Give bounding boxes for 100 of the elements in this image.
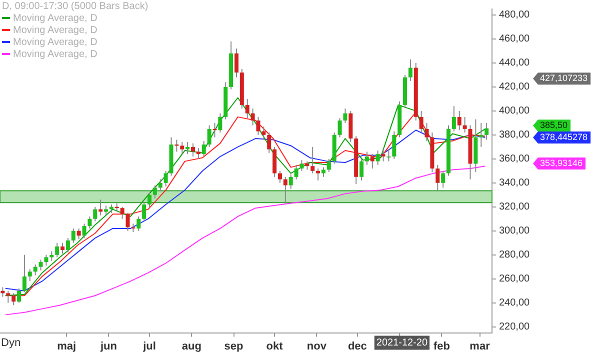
candlestick — [158, 178, 162, 192]
x-tick-label: mar — [470, 340, 491, 352]
candlestick — [71, 228, 76, 244]
candlestick — [44, 254, 48, 266]
text: 2021-12-20 — [376, 338, 428, 349]
text: 353,93146 — [540, 158, 583, 168]
legend-label: Moving Average, D — [12, 25, 98, 37]
y-tick-label: 220,00 — [499, 322, 530, 333]
y-tick-label: 460,00 — [499, 34, 530, 45]
x-tick-label: sep — [224, 340, 244, 352]
candlestick — [17, 288, 22, 304]
candlestick — [370, 154, 374, 169]
candlestick — [408, 58, 412, 82]
candlestick — [381, 148, 386, 162]
x-tick-label: aug — [182, 340, 202, 352]
candlestick — [38, 259, 43, 271]
candlestick — [28, 268, 32, 282]
candlestick — [278, 170, 282, 184]
candlestick — [60, 242, 65, 254]
x-tick-label: feb — [433, 340, 450, 352]
y-tick-label: 240,00 — [499, 298, 530, 309]
candlestick — [88, 216, 92, 229]
x-tick-label: okt — [266, 340, 284, 352]
x-tick-label: nov — [306, 340, 328, 352]
candlestick — [136, 216, 141, 232]
legend-label: Moving Average, D — [12, 37, 98, 49]
candlestick — [452, 106, 456, 132]
candlestick — [164, 170, 168, 187]
candlestick — [82, 223, 86, 239]
candlestick — [126, 212, 130, 232]
candlestick — [360, 158, 364, 181]
legend-label: Moving Average, D — [12, 49, 98, 61]
text: Dyn — [1, 336, 21, 349]
candlestick — [326, 158, 331, 173]
candlestick — [148, 192, 152, 208]
candlestick — [6, 290, 10, 304]
y-tick-label: 320,00 — [499, 202, 530, 213]
y-tick-label: 340,00 — [499, 178, 530, 189]
candlestick — [419, 110, 424, 134]
x-tick-label: dec — [348, 340, 367, 352]
candlestick — [288, 174, 293, 190]
legend-label: Moving Average, D — [12, 13, 98, 25]
candlestick — [424, 122, 429, 142]
candlestick — [245, 98, 250, 119]
text: 378,445278 — [540, 132, 588, 142]
x-tick-label: jun — [99, 340, 118, 352]
candlestick — [218, 112, 222, 134]
candlestick — [55, 242, 60, 258]
candlestick — [300, 160, 304, 172]
candlestick — [207, 124, 212, 148]
candlestick — [392, 130, 396, 160]
candlestick — [256, 116, 260, 136]
candlestick — [76, 228, 81, 240]
candlestick — [321, 166, 326, 178]
candlestick — [316, 168, 320, 181]
candlestick — [364, 151, 369, 166]
candlestick — [152, 184, 157, 199]
candlestick — [22, 254, 26, 293]
y-tick-label: 260,00 — [499, 274, 530, 285]
candlestick — [283, 176, 288, 204]
y-tick-label: 360,00 — [499, 154, 530, 165]
x-tick-label: jul — [142, 340, 156, 352]
candlestick — [436, 164, 440, 192]
y-tick-label: 380,00 — [499, 130, 530, 141]
candlestick — [272, 146, 277, 178]
candlestick — [294, 164, 298, 180]
y-tick-label: 280,00 — [499, 250, 530, 261]
candlestick — [66, 238, 70, 253]
text: 427,107233 — [540, 73, 588, 84]
candlestick — [462, 116, 467, 134]
candlestick — [33, 264, 38, 276]
y-tick-label: 300,00 — [499, 226, 530, 237]
candlestick — [310, 146, 315, 174]
candlestick — [479, 122, 484, 148]
candlestick — [457, 110, 462, 131]
candlestick — [376, 150, 380, 166]
candlestick — [441, 170, 446, 188]
y-tick-label: 480,00 — [499, 10, 530, 21]
y-tick-label: 440,00 — [499, 58, 530, 69]
candlestick — [267, 132, 272, 154]
y-tick-label: 400,00 — [499, 106, 530, 117]
text: 385,50 — [540, 120, 568, 130]
candlestick — [120, 206, 124, 220]
candlestick — [196, 148, 200, 160]
candlestick — [484, 122, 489, 140]
candlestick — [93, 206, 98, 222]
candlestick — [262, 126, 266, 140]
candlestick — [186, 142, 190, 155]
candlestick — [234, 48, 238, 78]
x-tick-label: maj — [57, 340, 76, 352]
candlestick — [343, 108, 348, 124]
candlestick — [180, 142, 184, 155]
candlestick — [190, 142, 195, 158]
candlestick — [12, 292, 16, 306]
candlestick — [250, 108, 255, 126]
candlestick — [338, 118, 342, 138]
y-tick-label: 420,00 — [499, 82, 530, 93]
candlestick — [142, 202, 146, 222]
candlestick — [202, 140, 206, 158]
candlestick — [386, 148, 391, 162]
